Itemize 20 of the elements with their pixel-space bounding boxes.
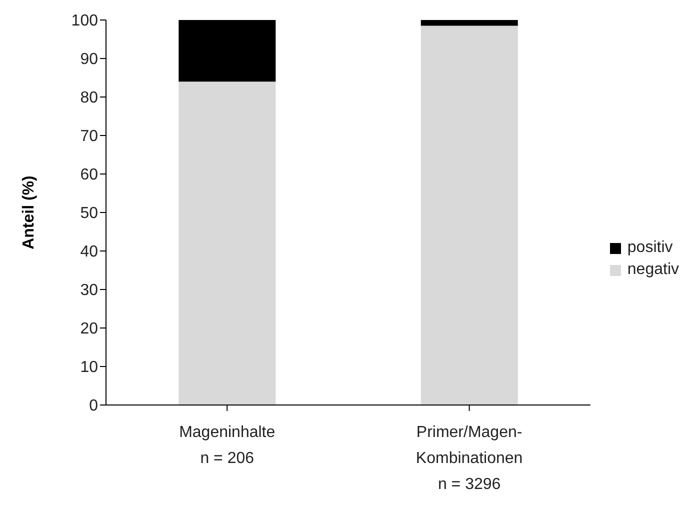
y-tick-label: 100 [71,12,98,30]
legend-label: negativ [627,260,679,280]
y-tick-label: 10 [80,359,98,376]
y-tick-label: 60 [80,166,98,184]
bar [178,82,276,405]
y-axis-title: Anteil (%) [20,176,38,250]
y-tick-label: 30 [80,282,98,300]
x-tick-label: Primer/Magen- Kombinationen n = 3296 [416,424,523,493]
y-tick-label: 50 [80,205,98,222]
y-tick-label: 40 [80,244,98,261]
y-tick-label: 70 [80,128,98,146]
legend-label: positiv [627,238,673,258]
bar [420,20,518,26]
y-tick-label: 90 [80,51,98,68]
y-tick-label: 0 [89,398,98,415]
x-tick-label: Mageninhalte n = 206 [179,424,276,467]
y-tick-label: 20 [80,320,98,338]
bar [178,20,276,82]
bar [420,26,518,405]
y-tick-label: 80 [80,90,98,107]
